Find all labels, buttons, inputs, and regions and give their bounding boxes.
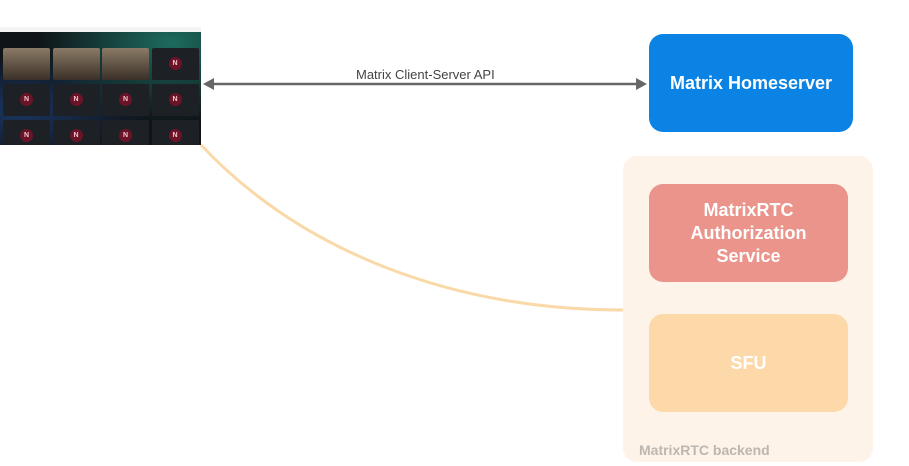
auth-service-label: MatrixRTC Authorization Service	[690, 199, 807, 266]
avatar: N	[20, 93, 33, 106]
avatar: N	[69, 129, 83, 142]
matrix-homeserver-box: Matrix Homeserver	[649, 34, 853, 132]
avatar: N	[20, 129, 33, 142]
avatar: N	[168, 93, 182, 106]
avatar: N	[119, 93, 132, 106]
api-label: Matrix Client-Server API	[356, 67, 495, 82]
video-tile: N	[151, 84, 199, 116]
avatar: N	[168, 57, 182, 70]
browser-bar	[0, 27, 201, 32]
client-app-screenshot: N N N N N N N N N	[0, 27, 201, 145]
media-connection-curve	[199, 143, 624, 312]
video-tile: N	[3, 120, 50, 145]
video-tile: N	[151, 120, 199, 145]
avatar: N	[119, 129, 132, 142]
avatar: N	[168, 129, 182, 142]
video-tile	[52, 48, 100, 80]
video-tile: N	[102, 84, 149, 116]
video-tile	[102, 48, 149, 80]
auth-service-box: MatrixRTC Authorization Service	[649, 184, 848, 282]
video-tile: N	[102, 120, 149, 145]
video-tile	[3, 48, 50, 80]
backend-label: MatrixRTC backend	[639, 442, 770, 458]
arrowhead-right-icon	[636, 78, 647, 90]
video-tile: N	[52, 120, 100, 145]
avatar: N	[69, 93, 83, 106]
arrowhead-left-icon	[203, 78, 214, 90]
video-tile: N	[151, 48, 199, 80]
video-tile: N	[52, 84, 100, 116]
video-tile: N	[3, 84, 50, 116]
sfu-box: SFU	[649, 314, 848, 412]
